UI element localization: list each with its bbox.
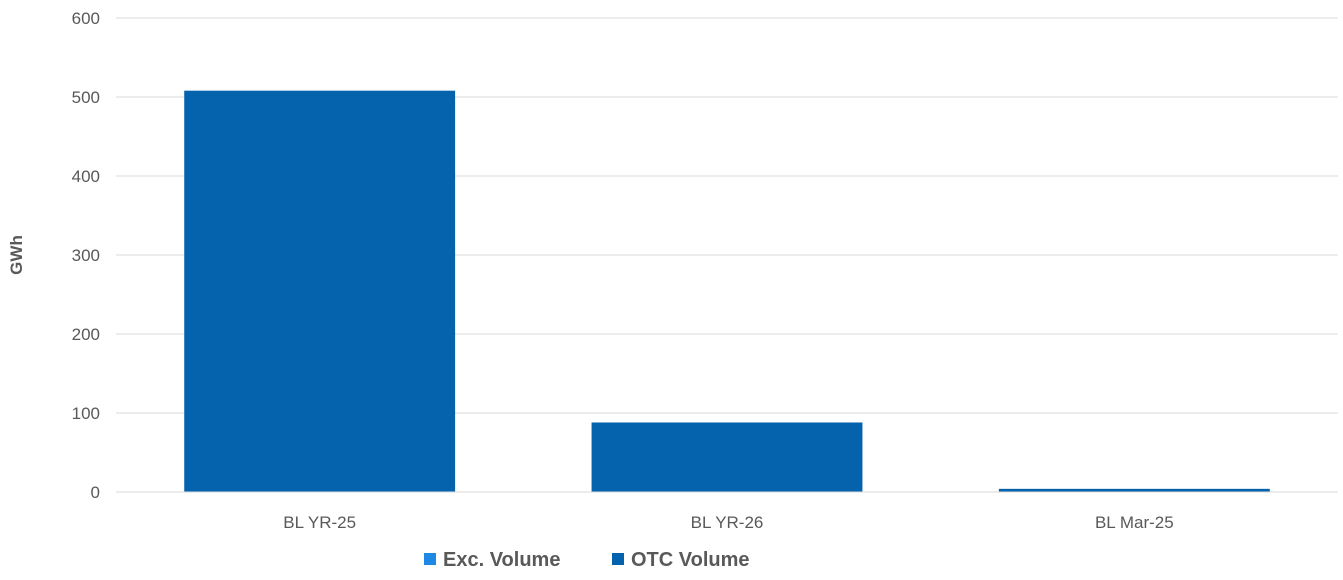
bar-otc-volume bbox=[591, 422, 863, 492]
x-tick-label: BL YR-25 bbox=[283, 513, 356, 532]
y-tick-label: 100 bbox=[72, 404, 100, 423]
legend: Exc. Volume OTC Volume bbox=[424, 549, 750, 571]
legend-swatch bbox=[424, 553, 436, 565]
y-tick-label: 600 bbox=[72, 9, 100, 28]
bar-otc-volume bbox=[184, 90, 456, 493]
y-axis-ticks: 0 100 200 300 400 500 600 bbox=[72, 9, 100, 502]
x-axis-ticks: BL YR-25 BL YR-26 BL Mar-25 bbox=[283, 513, 1173, 532]
bar-otc-volume bbox=[998, 488, 1270, 492]
legend-swatch bbox=[612, 553, 624, 565]
y-tick-label: 300 bbox=[72, 246, 100, 265]
y-tick-label: 500 bbox=[72, 88, 100, 107]
x-tick-label: BL YR-26 bbox=[691, 513, 764, 532]
y-axis-label: GWh bbox=[7, 235, 26, 275]
y-tick-label: 200 bbox=[72, 325, 100, 344]
legend-entry: OTC Volume bbox=[631, 549, 750, 571]
x-tick-label: BL Mar-25 bbox=[1095, 513, 1174, 532]
legend-entry: Exc. Volume bbox=[443, 549, 560, 571]
bars bbox=[184, 90, 1270, 493]
y-tick-label: 0 bbox=[91, 483, 100, 502]
y-tick-label: 400 bbox=[72, 167, 100, 186]
